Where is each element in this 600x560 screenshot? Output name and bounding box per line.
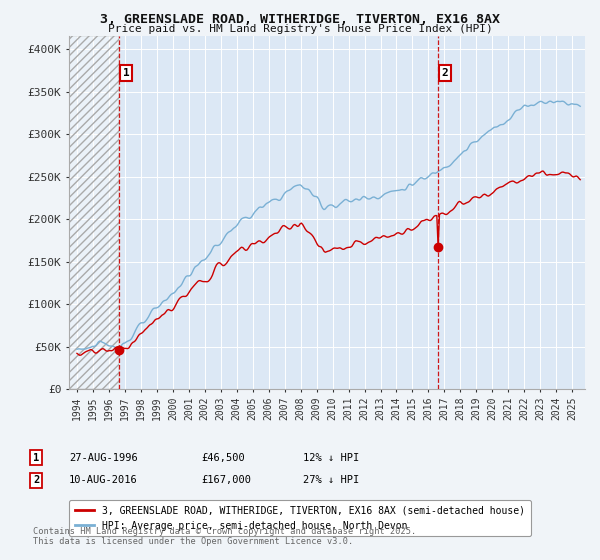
Text: £167,000: £167,000 xyxy=(201,475,251,486)
Text: 27-AUG-1996: 27-AUG-1996 xyxy=(69,452,138,463)
Bar xyxy=(69,36,119,389)
Text: 10-AUG-2016: 10-AUG-2016 xyxy=(69,475,138,486)
Text: Contains HM Land Registry data © Crown copyright and database right 2025.
This d: Contains HM Land Registry data © Crown c… xyxy=(33,526,416,546)
Text: 1: 1 xyxy=(33,452,39,463)
Text: 27% ↓ HPI: 27% ↓ HPI xyxy=(303,475,359,486)
Legend: 3, GREENSLADE ROAD, WITHERIDGE, TIVERTON, EX16 8AX (semi-detached house), HPI: A: 3, GREENSLADE ROAD, WITHERIDGE, TIVERTON… xyxy=(69,500,530,536)
Text: £46,500: £46,500 xyxy=(201,452,245,463)
Text: Price paid vs. HM Land Registry's House Price Index (HPI): Price paid vs. HM Land Registry's House … xyxy=(107,24,493,34)
Text: 2: 2 xyxy=(33,475,39,486)
Text: 2: 2 xyxy=(442,68,448,78)
Text: 12% ↓ HPI: 12% ↓ HPI xyxy=(303,452,359,463)
Text: 1: 1 xyxy=(122,68,129,78)
Text: 3, GREENSLADE ROAD, WITHERIDGE, TIVERTON, EX16 8AX: 3, GREENSLADE ROAD, WITHERIDGE, TIVERTON… xyxy=(100,13,500,26)
Bar xyxy=(69,36,119,389)
